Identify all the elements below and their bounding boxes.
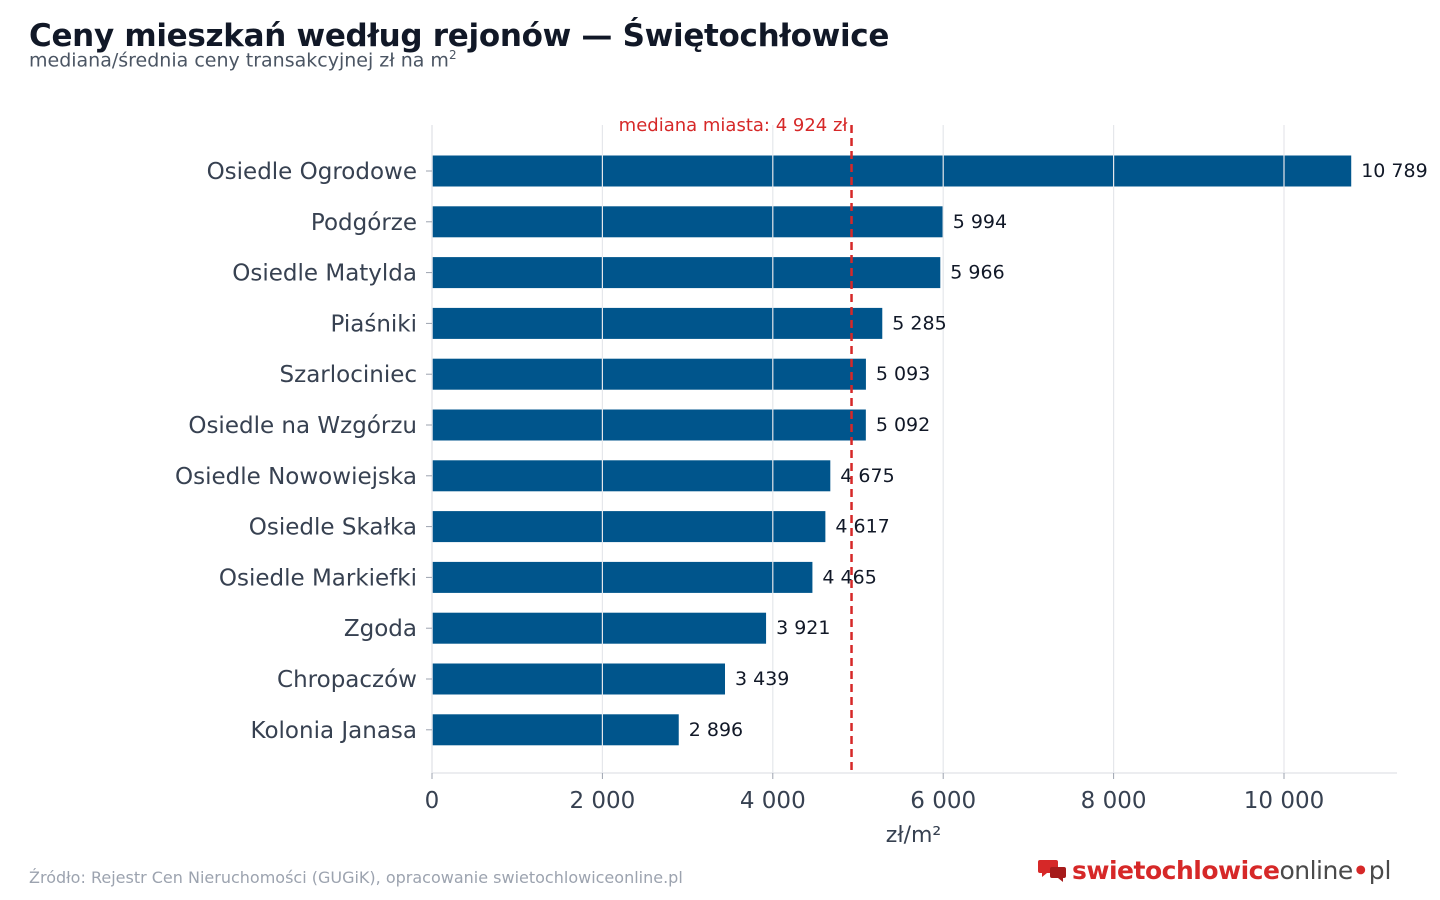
chart-title: Ceny mieszkań według rejonów — Świętochł… xyxy=(29,18,890,54)
value-label: 3 921 xyxy=(776,617,830,639)
value-label: 2 896 xyxy=(689,719,743,741)
category-label: Osiedle Ogrodowe xyxy=(207,159,417,185)
bar xyxy=(432,409,866,441)
bar xyxy=(432,206,943,238)
category-label: Osiedle Markiefki xyxy=(219,565,417,591)
logo-dot: • xyxy=(1352,855,1369,885)
bar xyxy=(432,358,866,390)
value-label: 5 093 xyxy=(876,363,930,385)
value-label: 5 994 xyxy=(953,211,1007,233)
bar xyxy=(432,307,883,339)
source-note: Źródło: Rejestr Cen Nieruchomości (GUGiK… xyxy=(29,868,683,887)
value-label: 4 675 xyxy=(840,465,894,487)
value-label: 10 789 xyxy=(1361,160,1427,182)
value-label: 3 439 xyxy=(735,668,789,690)
value-label: 4 465 xyxy=(822,566,876,588)
bar xyxy=(432,561,813,593)
bar xyxy=(432,460,831,492)
category-label: Chropaczów xyxy=(277,667,417,693)
bar xyxy=(432,714,679,746)
speech-bubbles-icon xyxy=(1038,860,1066,882)
category-label: Osiedle Nowowiejska xyxy=(175,464,417,490)
value-label: 5 285 xyxy=(892,312,946,334)
bar xyxy=(432,257,941,289)
x-tick-label: 8 000 xyxy=(1081,788,1147,814)
category-label: Podgórze xyxy=(311,210,417,236)
x-tick-label: 0 xyxy=(425,788,440,814)
category-label: Osiedle na Wzgórzu xyxy=(188,413,417,439)
brand-logo: swietochlowice online • pl xyxy=(1038,852,1392,888)
category-label: Kolonia Janasa xyxy=(251,718,417,744)
subtitle-superscript: 2 xyxy=(448,48,457,62)
x-tick-label: 6 000 xyxy=(910,788,976,814)
logo-text-pl: pl xyxy=(1368,855,1392,885)
subtitle-text: mediana/średnia ceny transakcyjnej zł na… xyxy=(29,49,449,72)
value-label: 4 617 xyxy=(835,516,889,538)
bar xyxy=(432,612,767,644)
bar xyxy=(432,155,1352,187)
category-label: Zgoda xyxy=(344,616,417,642)
value-label: 5 966 xyxy=(950,262,1004,284)
bar xyxy=(432,511,826,543)
category-label: Osiedle Skałka xyxy=(249,515,417,541)
logo-text-online: online xyxy=(1279,855,1353,885)
x-tick-label: 4 000 xyxy=(740,788,806,814)
category-label: Szarlociniec xyxy=(280,362,417,388)
x-tick-label: 10 000 xyxy=(1244,788,1324,814)
category-label: Osiedle Matylda xyxy=(232,261,417,287)
logo-text-swietochlowice: swietochlowice xyxy=(1072,855,1280,885)
value-label: 5 092 xyxy=(876,414,930,436)
x-axis-label: zł/m² xyxy=(886,823,941,848)
median-label: mediana miasta: 4 924 zł xyxy=(619,115,849,136)
bar xyxy=(432,663,726,695)
category-label: Piaśniki xyxy=(330,311,417,337)
chart-subtitle: mediana/średnia ceny transakcyjnej zł na… xyxy=(29,48,457,71)
x-tick-label: 2 000 xyxy=(569,788,635,814)
